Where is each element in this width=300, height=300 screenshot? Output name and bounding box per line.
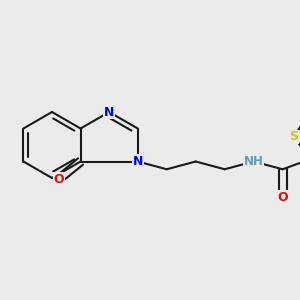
Text: O: O	[53, 172, 64, 186]
Text: S: S	[289, 130, 298, 143]
Text: O: O	[277, 191, 288, 204]
Text: N: N	[133, 155, 143, 168]
Text: N: N	[104, 106, 114, 118]
Text: NH: NH	[244, 155, 264, 168]
